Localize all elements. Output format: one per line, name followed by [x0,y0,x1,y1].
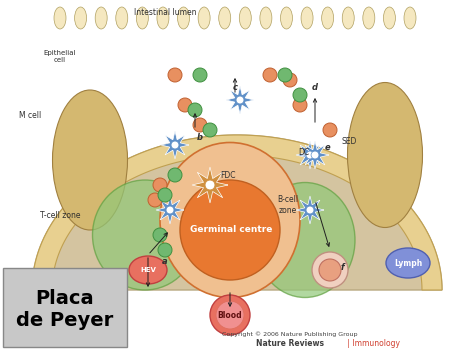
Circle shape [168,68,182,82]
Ellipse shape [178,7,190,29]
Text: HEV: HEV [140,267,156,273]
Circle shape [216,301,244,329]
Circle shape [188,103,202,117]
Text: Germinal centre: Germinal centre [190,226,272,234]
Ellipse shape [383,7,395,29]
Ellipse shape [219,7,231,29]
Ellipse shape [198,7,210,29]
Ellipse shape [180,180,280,280]
Text: DC: DC [299,148,310,157]
Circle shape [283,73,297,87]
Text: Intestinal lumen: Intestinal lumen [134,8,196,17]
Ellipse shape [74,7,87,29]
Ellipse shape [116,7,128,29]
Ellipse shape [347,82,422,227]
Ellipse shape [301,7,313,29]
Ellipse shape [54,7,66,29]
Ellipse shape [239,7,251,29]
Text: Placa
de Peyer: Placa de Peyer [17,289,114,331]
Ellipse shape [281,7,292,29]
Circle shape [306,206,314,214]
Text: FDC: FDC [220,170,236,180]
Ellipse shape [95,7,107,29]
PathPatch shape [156,196,184,224]
FancyBboxPatch shape [3,268,127,347]
Text: e: e [325,144,331,152]
Circle shape [319,259,341,281]
Circle shape [263,68,277,82]
Circle shape [171,141,179,149]
Ellipse shape [386,248,430,278]
PathPatch shape [296,196,324,224]
Text: | Immunology: | Immunology [345,339,400,348]
Ellipse shape [129,256,167,284]
PathPatch shape [296,141,324,169]
Circle shape [306,151,314,159]
Circle shape [168,168,182,182]
Circle shape [278,68,292,82]
Circle shape [323,123,337,137]
Circle shape [311,151,319,159]
Text: Lymph: Lymph [394,258,422,268]
Text: T-cell zone: T-cell zone [40,210,80,220]
Circle shape [236,96,244,104]
PathPatch shape [226,86,254,114]
Ellipse shape [137,7,148,29]
Circle shape [193,68,207,82]
Text: Nature Reviews: Nature Reviews [256,339,324,348]
Circle shape [210,295,250,335]
Circle shape [205,180,215,190]
Ellipse shape [92,180,198,290]
Text: M cell: M cell [19,111,41,119]
Ellipse shape [255,182,355,297]
Circle shape [293,98,307,112]
PathPatch shape [161,131,189,159]
Ellipse shape [363,7,375,29]
Text: d: d [312,83,318,93]
Ellipse shape [342,7,354,29]
PathPatch shape [32,135,442,290]
Circle shape [178,98,192,112]
Text: SED: SED [341,138,357,146]
Text: c: c [233,83,237,93]
Ellipse shape [53,90,128,230]
PathPatch shape [192,167,228,203]
Ellipse shape [404,7,416,29]
Circle shape [203,123,217,137]
Text: B-cell
zone: B-cell zone [277,195,299,215]
PathPatch shape [32,135,442,290]
Text: b: b [197,133,203,143]
Circle shape [148,193,162,207]
Ellipse shape [322,7,334,29]
Circle shape [293,88,307,102]
Circle shape [158,188,172,202]
PathPatch shape [301,141,329,169]
Text: f: f [340,264,344,272]
Circle shape [153,228,167,242]
Ellipse shape [157,7,169,29]
Ellipse shape [260,7,272,29]
Circle shape [312,252,348,288]
Circle shape [193,118,207,132]
Ellipse shape [160,143,300,297]
Circle shape [153,178,167,192]
Circle shape [158,243,172,257]
Text: Epithelial
cell: Epithelial cell [44,50,76,63]
Text: Blood: Blood [218,310,242,320]
Text: a: a [162,258,168,266]
Circle shape [166,206,174,214]
Text: Copyright © 2006 Nature Publishing Group: Copyright © 2006 Nature Publishing Group [222,331,358,337]
